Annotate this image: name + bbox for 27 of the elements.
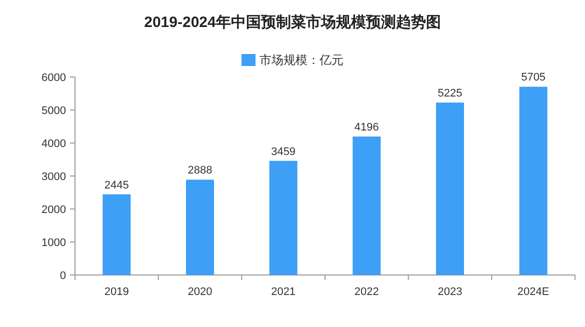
x-tick-label: 2019 <box>104 286 129 298</box>
y-tick-label: 4000 <box>42 138 66 150</box>
bar <box>186 180 214 275</box>
x-tick-label: 2020 <box>188 286 212 298</box>
data-label: 2888 <box>188 164 212 177</box>
data-label: 3459 <box>271 146 296 158</box>
bar <box>436 102 464 275</box>
x-tick-label: 2021 <box>271 286 296 298</box>
bar <box>102 194 131 275</box>
title: 2019-2024年中国预制菜市场规模预测趋势图 <box>144 14 441 31</box>
data-label: 4196 <box>354 122 379 134</box>
y-tick-label: 1000 <box>42 237 66 249</box>
x-tick-label: 2022 <box>354 286 379 298</box>
bar <box>519 86 548 275</box>
y-tick-label: 5000 <box>42 105 66 117</box>
y-tick-label: 3000 <box>42 171 66 183</box>
bar <box>352 136 381 275</box>
x-tick-label: 2023 <box>438 286 462 298</box>
data-label: 2445 <box>104 179 129 192</box>
x-tick-label: 2024E <box>517 286 550 298</box>
legend-label: 市场规模：亿元 <box>260 53 344 67</box>
data-label: 5705 <box>521 72 546 84</box>
y-tick-label: 6000 <box>42 72 66 84</box>
data-label: 5225 <box>438 88 462 100</box>
y-tick-label: 0 <box>60 270 66 282</box>
y-tick-label: 2000 <box>42 204 66 216</box>
bar <box>269 160 298 275</box>
